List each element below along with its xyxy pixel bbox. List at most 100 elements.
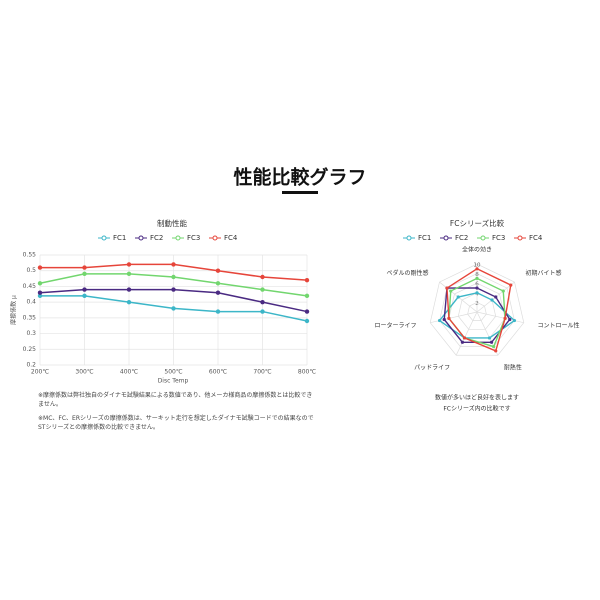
y-tick-label: 0.25 (23, 346, 37, 353)
data-point (508, 317, 512, 322)
data-point (126, 299, 132, 305)
data-point (215, 281, 221, 286)
data-point (215, 290, 221, 295)
data-point (126, 287, 132, 292)
chart-title: FCシリーズ比較 (450, 218, 505, 228)
data-point (460, 340, 465, 344)
legend-marker (406, 235, 412, 241)
series-area (438, 292, 516, 339)
x-tick-label: 500℃ (164, 369, 182, 376)
legend-marker (138, 235, 144, 241)
axis-label: 全体の効き (462, 246, 492, 254)
data-point (475, 286, 479, 290)
data-point (512, 318, 517, 323)
grid-ring (439, 273, 515, 347)
data-point (215, 268, 221, 273)
data-point (171, 262, 176, 267)
legend-label: FC3 (492, 234, 505, 242)
data-point (445, 286, 449, 290)
data-point (447, 316, 451, 321)
x-tick-label: 300℃ (75, 369, 93, 376)
data-point (442, 317, 446, 322)
data-point (82, 287, 87, 292)
legend-label: FC2 (150, 234, 163, 242)
data-point (449, 289, 453, 293)
data-point (37, 290, 43, 295)
data-point (37, 265, 43, 270)
data-point (171, 287, 176, 292)
legend-marker (443, 235, 449, 241)
data-point (489, 340, 494, 344)
data-point (82, 265, 87, 270)
grid-ring (429, 263, 525, 356)
spoke (455, 311, 478, 356)
data-point (494, 295, 498, 299)
axis-label: 初期バイト感 (525, 269, 561, 277)
data-point (304, 293, 310, 299)
y-tick-label: 0.2 (26, 362, 36, 369)
legend-marker (212, 235, 218, 241)
data-point (492, 344, 496, 349)
legend-label: FC1 (418, 234, 431, 242)
chart-note: 数値が多いほど良好を表します (435, 394, 519, 402)
data-point (304, 277, 310, 283)
legend-marker (517, 235, 523, 241)
x-tick-label: 200℃ (31, 369, 49, 376)
legend-label: FC4 (224, 234, 238, 242)
data-point (490, 298, 494, 302)
legend-label: FC1 (113, 234, 126, 242)
data-point (475, 276, 479, 280)
data-point (456, 295, 460, 299)
grid-ring (467, 302, 487, 321)
y-axis-label: 摩擦係数 μ (10, 295, 18, 325)
y-tick-label: 0.55 (23, 252, 37, 259)
note: ※MC、FC、ERシリーズの摩擦係数は、サーキット走行を想定したダイナモ試験コー… (38, 415, 314, 431)
page-title: 性能比較グラフ (233, 166, 366, 189)
x-axis-label: Disc Temp (158, 378, 189, 385)
y-tick-label: 0.4 (26, 299, 36, 306)
title-underline (282, 191, 318, 194)
spoke (430, 311, 478, 324)
data-point (171, 306, 176, 311)
data-point (82, 271, 87, 277)
data-point (82, 293, 87, 299)
data-point (260, 309, 265, 314)
axis-label: 耐熱性 (504, 363, 522, 371)
x-tick-label: 800℃ (298, 369, 316, 376)
data-point (487, 336, 492, 340)
data-point (437, 318, 442, 323)
y-tick-label: 0.3 (26, 330, 36, 337)
data-point (126, 262, 132, 267)
axis-label: ペダルの剛性感 (387, 269, 429, 277)
y-tick-label: 0.45 (23, 283, 37, 290)
data-point (304, 309, 310, 314)
legend-marker (101, 235, 107, 241)
data-point (260, 299, 265, 305)
data-point (260, 274, 265, 280)
data-point (215, 309, 221, 314)
legend-marker (175, 235, 181, 241)
data-point (171, 274, 176, 280)
x-tick-label: 700℃ (253, 369, 271, 376)
data-point (501, 289, 505, 293)
axis-label: コントロール性 (537, 321, 579, 329)
legend-label: FC3 (187, 234, 200, 242)
note: ※摩擦係数は弊社独自のダイナモ試験結果による数値であり、他メーカ様商品の摩擦係数… (38, 392, 313, 408)
data-point (475, 267, 479, 271)
data-point (126, 271, 132, 277)
y-tick-label: 0.35 (23, 314, 37, 321)
data-point (37, 293, 43, 299)
legend-marker (480, 235, 486, 241)
y-tick-label: 0.5 (26, 267, 36, 274)
data-point (475, 291, 479, 295)
data-point (37, 281, 43, 286)
axis-label: ローターライフ (375, 321, 417, 329)
x-tick-label: 600℃ (209, 369, 227, 376)
chart-note: FCシリーズ内の比較です (443, 405, 510, 413)
data-point (509, 283, 513, 287)
chart-title: 制動性能 (157, 218, 187, 228)
x-tick-label: 400℃ (120, 369, 138, 376)
grid-ring (457, 292, 497, 330)
